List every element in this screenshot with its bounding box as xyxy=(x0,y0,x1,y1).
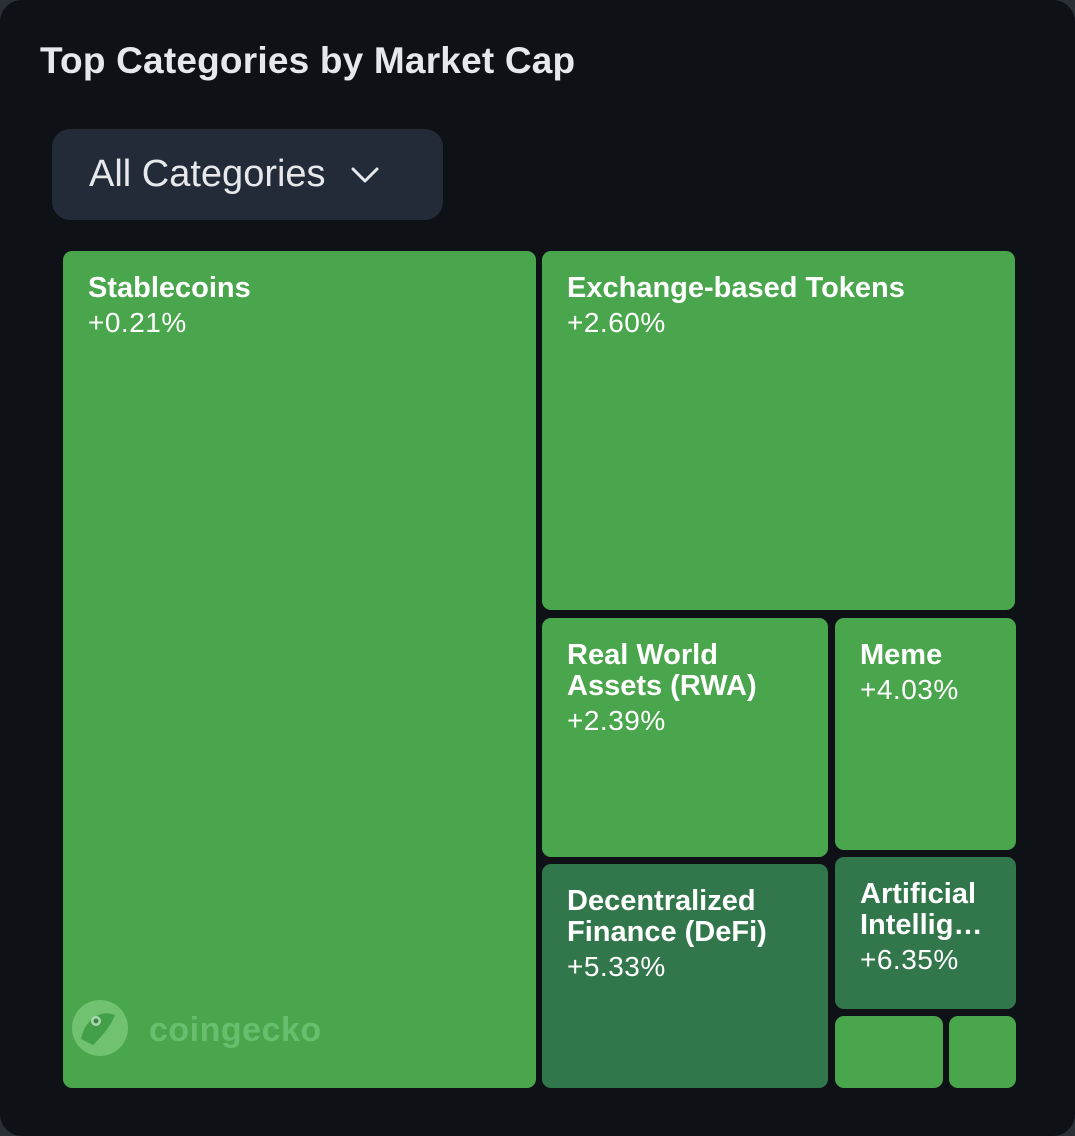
tile-change: +2.60% xyxy=(567,307,666,338)
tile-name: Meme xyxy=(860,639,943,671)
tile-change: +2.39% xyxy=(567,705,666,736)
tile-stablecoins[interactable]: Stablecoins +0.21% xyxy=(63,251,536,1088)
chevron-down-icon xyxy=(350,160,380,190)
tile-artificial-intelligence[interactable]: Artificial Intellig… +6.35% xyxy=(835,857,1016,1009)
tile-real-world-assets[interactable]: Real World Assets (RWA) +2.39% xyxy=(542,618,828,857)
tile-decentralized-finance[interactable]: Decentralized Finance (DeFi) +5.33% xyxy=(542,864,828,1088)
category-filter-dropdown[interactable]: All Categories xyxy=(52,129,443,220)
watermark-brand: coingecko xyxy=(149,1011,322,1049)
tile-name: Artificial Intellig… xyxy=(860,878,983,941)
tile-small-unlabeled-2[interactable] xyxy=(949,1016,1016,1088)
category-filter-label: All Categories xyxy=(89,153,326,195)
tile-change: +5.33% xyxy=(567,951,666,982)
tile-exchange-based-tokens[interactable]: Exchange-based Tokens +2.60% xyxy=(542,251,1015,610)
tile-small-unlabeled-1[interactable] xyxy=(835,1016,943,1088)
tile-change: +6.35% xyxy=(860,944,959,975)
coingecko-watermark: coingecko xyxy=(71,999,322,1062)
tile-meme[interactable]: Meme +4.03% xyxy=(835,618,1016,850)
tile-change: +0.21% xyxy=(88,307,187,338)
tile-change: +4.03% xyxy=(860,674,959,705)
tile-name: Decentralized Finance (DeFi) xyxy=(567,885,767,948)
widget-title: Top Categories by Market Cap xyxy=(40,40,576,81)
coingecko-logo-icon xyxy=(71,999,129,1062)
tile-name: Real World Assets (RWA) xyxy=(567,639,757,702)
tile-name: Stablecoins xyxy=(88,272,251,304)
tile-name: Exchange-based Tokens xyxy=(567,272,905,304)
